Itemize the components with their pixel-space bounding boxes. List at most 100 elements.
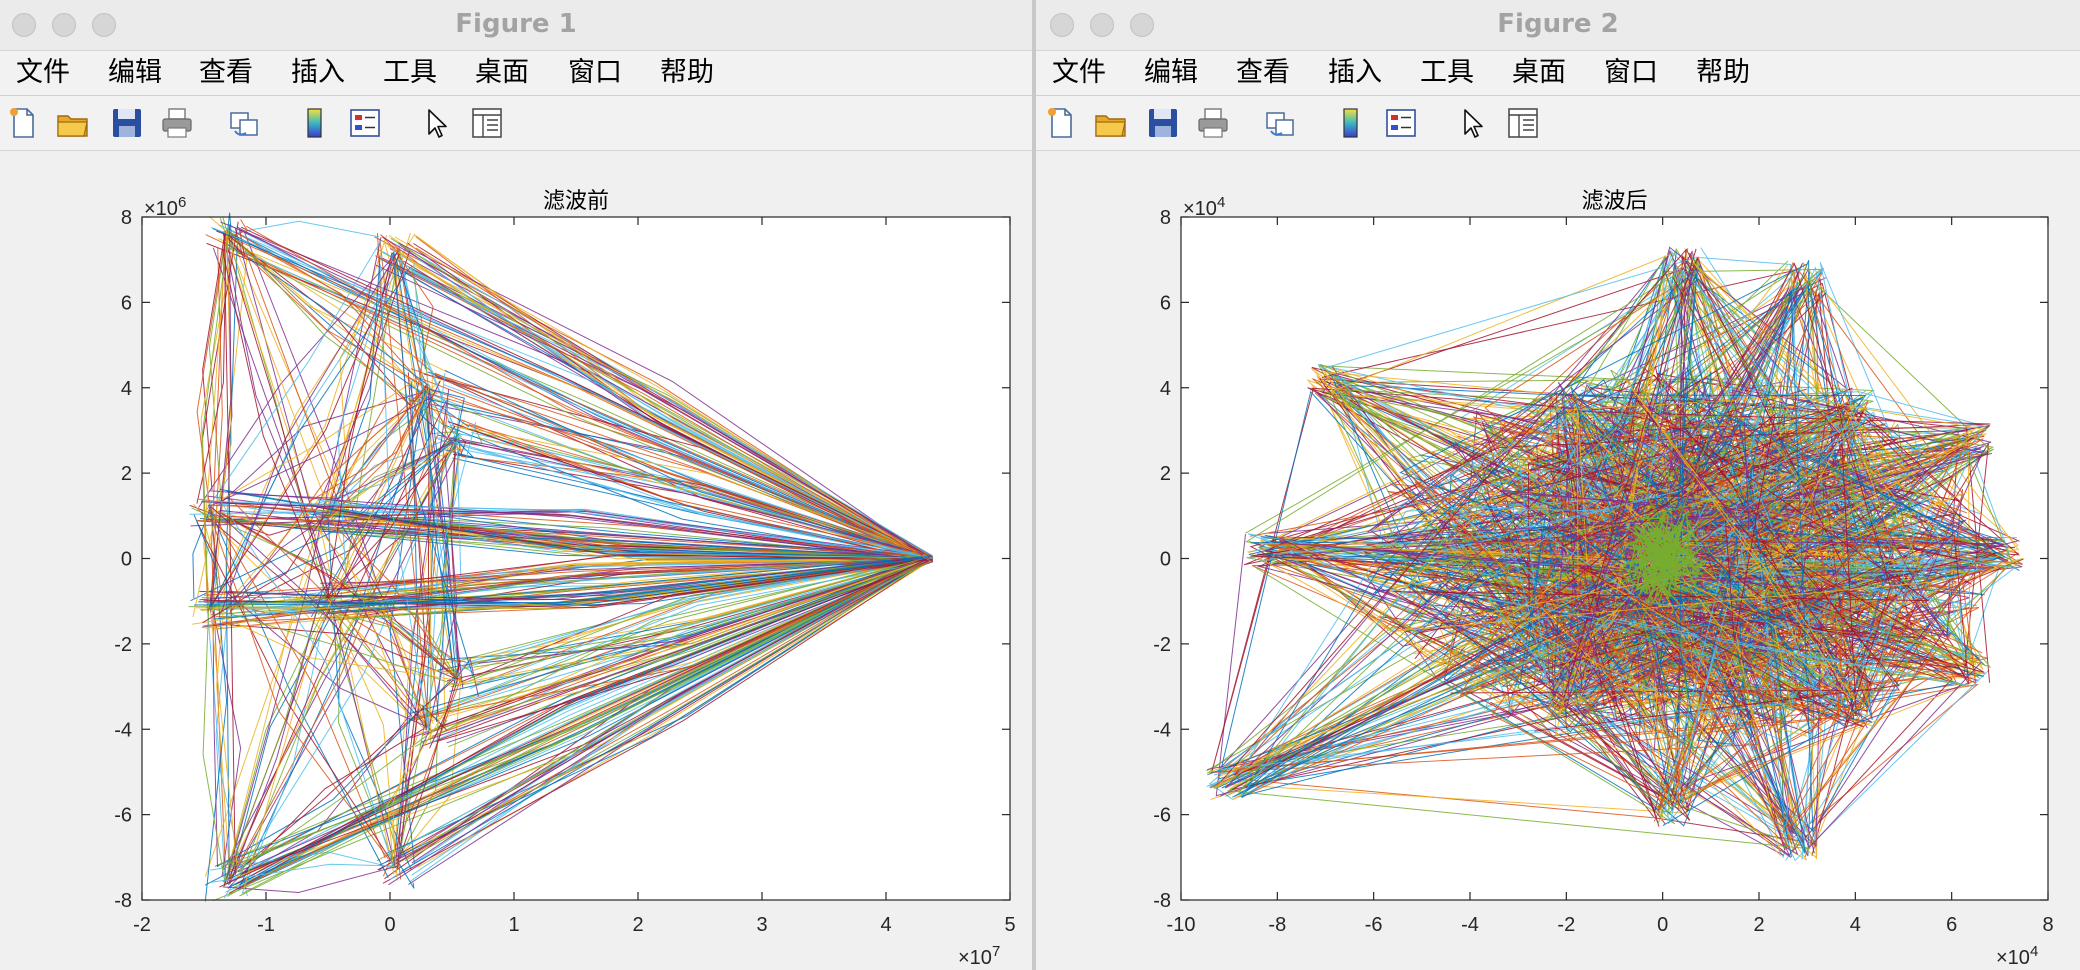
data-line bbox=[206, 608, 248, 897]
y-tick-label: -8 bbox=[114, 890, 132, 912]
save-icon[interactable] bbox=[110, 106, 144, 140]
data-line bbox=[204, 508, 228, 902]
data-line bbox=[388, 560, 927, 856]
x-tick-label: -2 bbox=[133, 914, 151, 936]
data-line bbox=[425, 390, 456, 686]
data-line bbox=[1395, 376, 1932, 701]
zoom-window-button[interactable] bbox=[1130, 13, 1154, 37]
menu-view[interactable]: 查看 bbox=[199, 57, 253, 88]
data-line bbox=[1668, 520, 1683, 558]
data-line bbox=[1602, 278, 1992, 668]
menu-file[interactable]: 文件 bbox=[1052, 57, 1106, 88]
new-figure-icon[interactable] bbox=[1044, 106, 1078, 140]
data-line bbox=[225, 243, 238, 881]
data-line bbox=[206, 239, 382, 511]
save-icon[interactable] bbox=[1146, 106, 1180, 140]
x-tick-label: 6 bbox=[1946, 914, 1957, 936]
link-plot-icon[interactable] bbox=[228, 106, 262, 140]
x-tick-label: 0 bbox=[1657, 914, 1668, 936]
zoom-window-button[interactable] bbox=[92, 13, 116, 37]
open-file-icon[interactable] bbox=[56, 106, 90, 140]
new-figure-icon[interactable] bbox=[6, 106, 40, 140]
data-line bbox=[375, 264, 930, 557]
data-line bbox=[1238, 260, 1823, 793]
x-tick-label: 2 bbox=[1753, 914, 1764, 936]
menu-tools[interactable]: 工具 bbox=[383, 57, 437, 88]
toolbar bbox=[0, 96, 1032, 151]
data-line bbox=[212, 608, 242, 877]
property-inspector-icon[interactable] bbox=[470, 106, 504, 140]
data-line bbox=[224, 617, 462, 682]
menu-window[interactable]: 窗口 bbox=[1604, 57, 1658, 88]
data-line bbox=[337, 591, 397, 868]
data-line bbox=[1530, 402, 1967, 679]
menu-insert[interactable]: 插入 bbox=[1328, 57, 1382, 88]
figure2-titlebar: Figure 2 bbox=[1036, 0, 2080, 51]
data-line bbox=[1634, 524, 1706, 565]
data-line bbox=[1633, 522, 1665, 560]
figure1-chart[interactable]: -2 -1 0 1 2 3 4 5 -8 -6 -4 -2 0 2 4 6 8 ×106 ×107 滤波前 bbox=[0, 151, 1032, 970]
y-tick-label: 0 bbox=[1160, 549, 1171, 571]
data-line bbox=[207, 253, 400, 611]
property-inspector-icon[interactable] bbox=[1506, 106, 1540, 140]
minimize-window-button[interactable] bbox=[52, 13, 76, 37]
y-exponent-power: 4 bbox=[1217, 194, 1225, 211]
menu-help[interactable]: 帮助 bbox=[660, 57, 714, 88]
menu-edit[interactable]: 编辑 bbox=[1144, 57, 1198, 88]
data-line bbox=[338, 519, 458, 680]
y-tick-label: -4 bbox=[1153, 719, 1171, 741]
y-tick-label: -2 bbox=[114, 634, 132, 656]
data-line bbox=[203, 559, 933, 596]
menu-insert[interactable]: 插入 bbox=[291, 57, 345, 88]
colorbar-icon[interactable] bbox=[298, 106, 332, 140]
y-tick-label: 4 bbox=[1160, 378, 1171, 400]
data-line bbox=[1660, 558, 1683, 569]
data-line bbox=[1575, 439, 1962, 744]
data-line bbox=[392, 252, 474, 678]
data-line bbox=[444, 369, 931, 557]
colorbar-icon[interactable] bbox=[1334, 106, 1368, 140]
pointer-icon[interactable] bbox=[1456, 106, 1490, 140]
open-file-icon[interactable] bbox=[1094, 106, 1128, 140]
legend-icon[interactable] bbox=[1384, 106, 1418, 140]
menu-view[interactable]: 查看 bbox=[1236, 57, 1290, 88]
menu-file[interactable]: 文件 bbox=[16, 57, 70, 88]
data-line bbox=[208, 863, 396, 884]
data-line bbox=[231, 439, 458, 499]
data-line bbox=[1279, 398, 1869, 594]
close-window-button[interactable] bbox=[1050, 13, 1074, 37]
y-axis: -8 -6 -4 -2 0 2 4 6 8 bbox=[114, 207, 1010, 912]
menu-tools[interactable]: 工具 bbox=[1420, 57, 1474, 88]
data-line bbox=[306, 512, 426, 729]
legend-icon[interactable] bbox=[348, 106, 382, 140]
data-line bbox=[460, 437, 467, 455]
data-line bbox=[1657, 522, 1683, 606]
data-line bbox=[202, 608, 226, 881]
data-line bbox=[423, 373, 927, 562]
menu-bar: 文件 编辑 查看 插入 工具 桌面 窗口 帮助 bbox=[1036, 51, 2080, 96]
data-line bbox=[1508, 413, 1985, 716]
data-line bbox=[219, 559, 928, 888]
menu-help[interactable]: 帮助 bbox=[1696, 57, 1750, 88]
data-line bbox=[456, 425, 933, 558]
minimize-window-button[interactable] bbox=[1090, 13, 1114, 37]
print-icon[interactable] bbox=[1196, 106, 1230, 140]
data-line bbox=[205, 557, 931, 629]
menu-edit[interactable]: 编辑 bbox=[108, 57, 162, 88]
print-icon[interactable] bbox=[160, 106, 194, 140]
menu-desktop[interactable]: 桌面 bbox=[1512, 57, 1566, 88]
data-line bbox=[217, 497, 394, 867]
close-window-button[interactable] bbox=[12, 13, 36, 37]
menu-desktop[interactable]: 桌面 bbox=[475, 57, 529, 88]
menu-window[interactable]: 窗口 bbox=[568, 57, 622, 88]
data-line bbox=[327, 599, 398, 881]
data-line bbox=[450, 439, 929, 559]
data-line bbox=[205, 554, 927, 609]
data-line bbox=[387, 709, 447, 868]
pointer-icon[interactable] bbox=[420, 106, 454, 140]
data-line bbox=[1423, 436, 1973, 858]
link-plot-icon[interactable] bbox=[1264, 106, 1298, 140]
data-line bbox=[326, 252, 393, 601]
data-line bbox=[1650, 587, 1663, 606]
